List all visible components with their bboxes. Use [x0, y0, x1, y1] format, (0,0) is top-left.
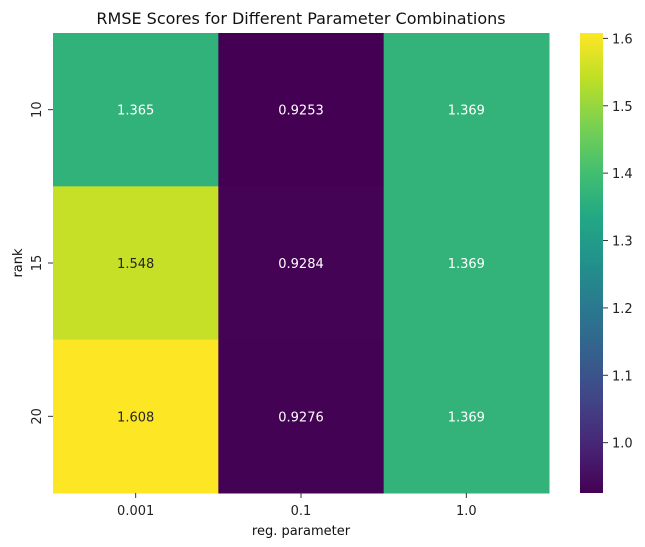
cell-value-label: 1.369 [448, 257, 485, 272]
x-axis-label: reg. parameter [252, 524, 351, 539]
cell-value-label: 1.608 [117, 410, 154, 425]
y-tick-label: 15 [30, 255, 45, 272]
cell-value-label: 1.548 [117, 257, 154, 272]
heatmap-cell [383, 339, 550, 494]
colorbar-tick-label: 1.2 [612, 302, 633, 317]
colorbar-tick-label: 1.0 [612, 437, 633, 452]
colorbar-tick-label: 1.6 [612, 32, 633, 47]
cell-value-label: 1.369 [448, 410, 485, 425]
y-tick-label: 10 [30, 101, 45, 118]
x-axis-ticks: 0.001 0.1 1.0 [117, 493, 477, 519]
y-axis-ticks: 10 15 20 [30, 101, 53, 425]
heatmap-cell [218, 339, 385, 494]
x-tick-label: 0.1 [291, 504, 312, 519]
colorbar-ticks: 1.0 1.1 1.2 1.3 1.4 1.5 1.6 [603, 32, 633, 452]
colorbar-tick-label: 1.3 [612, 235, 633, 250]
cell-value-label: 0.9253 [278, 104, 324, 119]
heatmap-cell [53, 339, 219, 494]
x-tick-label: 1.0 [456, 504, 477, 519]
cell-value-label: 1.365 [117, 104, 154, 119]
colorbar [580, 33, 603, 493]
heatmap-cell-labels: 1.365 0.9253 1.369 1.548 0.9284 1.369 1.608 0.9… [117, 104, 485, 426]
heatmap-cell [383, 33, 550, 187]
cell-value-label: 0.9284 [278, 257, 324, 272]
y-axis-label: rank [11, 248, 26, 278]
heatmap-cell [383, 186, 550, 341]
colorbar-tick-label: 1.4 [612, 167, 633, 182]
heatmap-cell [53, 33, 219, 187]
cell-value-label: 1.369 [448, 104, 485, 119]
chart-title: RMSE Scores for Different Parameter Comb… [96, 9, 505, 28]
heatmap-cell [218, 33, 385, 187]
y-tick-label: 20 [30, 408, 45, 425]
heatmap-cells [53, 33, 550, 494]
colorbar-tick-label: 1.1 [612, 369, 633, 384]
colorbar-tick-label: 1.5 [612, 100, 633, 115]
x-tick-label: 0.001 [117, 504, 154, 519]
cell-value-label: 0.9276 [278, 410, 324, 425]
heatmap-cell [218, 186, 385, 341]
heatmap-cell [53, 186, 219, 341]
